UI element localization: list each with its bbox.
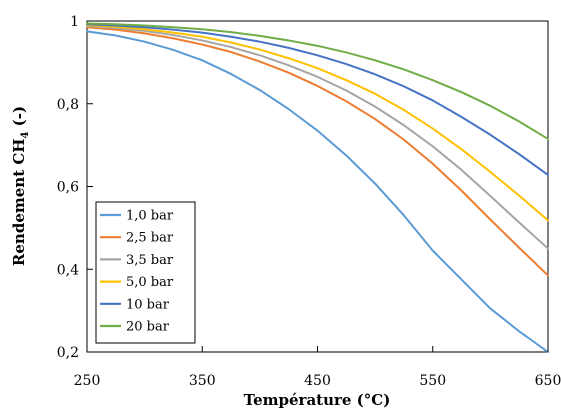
y-tick-label: 0,8 [57, 97, 79, 113]
x-tick-label: 650 [535, 373, 561, 389]
series-line-1 [86, 26, 549, 277]
y-axis-title-main: Rendement CH [10, 139, 28, 267]
axes-layer: 250 350 450 550 650 0,2 0,4 0,6 0,8 1 [57, 14, 561, 389]
series-line-3 [86, 24, 549, 222]
series-line-0 [86, 30, 549, 353]
y-tick-label: 0,4 [57, 262, 79, 278]
x-tick-label: 450 [304, 373, 331, 389]
series-line-2 [86, 24, 549, 250]
legend-label-1: 2,5 bar [126, 231, 174, 246]
y-axis-title: Rendement CH4 (-) [10, 106, 31, 266]
legend-label-2: 3,5 bar [126, 253, 174, 268]
legend-label-0: 1,0 bar [126, 209, 174, 224]
x-tick-label: 550 [419, 373, 446, 389]
legend-label-4: 10 bar [126, 297, 170, 312]
x-tick-label: 250 [74, 373, 101, 389]
x-axis-title: Température (°C) [244, 391, 391, 409]
legend-box [95, 201, 196, 344]
series-line-4 [86, 23, 549, 176]
y-tick-label: 1 [70, 14, 79, 30]
y-tick-label: 0,6 [57, 180, 79, 196]
y-axis-title-suffix: (-) [10, 106, 28, 132]
legend-label-5: 20 bar [126, 320, 170, 335]
legend: 1,0 bar 2,5 bar 3,5 bar 5,0 bar 10 bar 20 bar [95, 201, 196, 344]
y-axis-title-subscript: 4 [20, 132, 31, 139]
series-line-5 [86, 22, 549, 140]
legend-label-3: 5,0 bar [126, 275, 174, 290]
x-tick-label: 350 [189, 373, 216, 389]
y-tick-label: 0,2 [57, 345, 79, 361]
series-layer [86, 22, 549, 353]
